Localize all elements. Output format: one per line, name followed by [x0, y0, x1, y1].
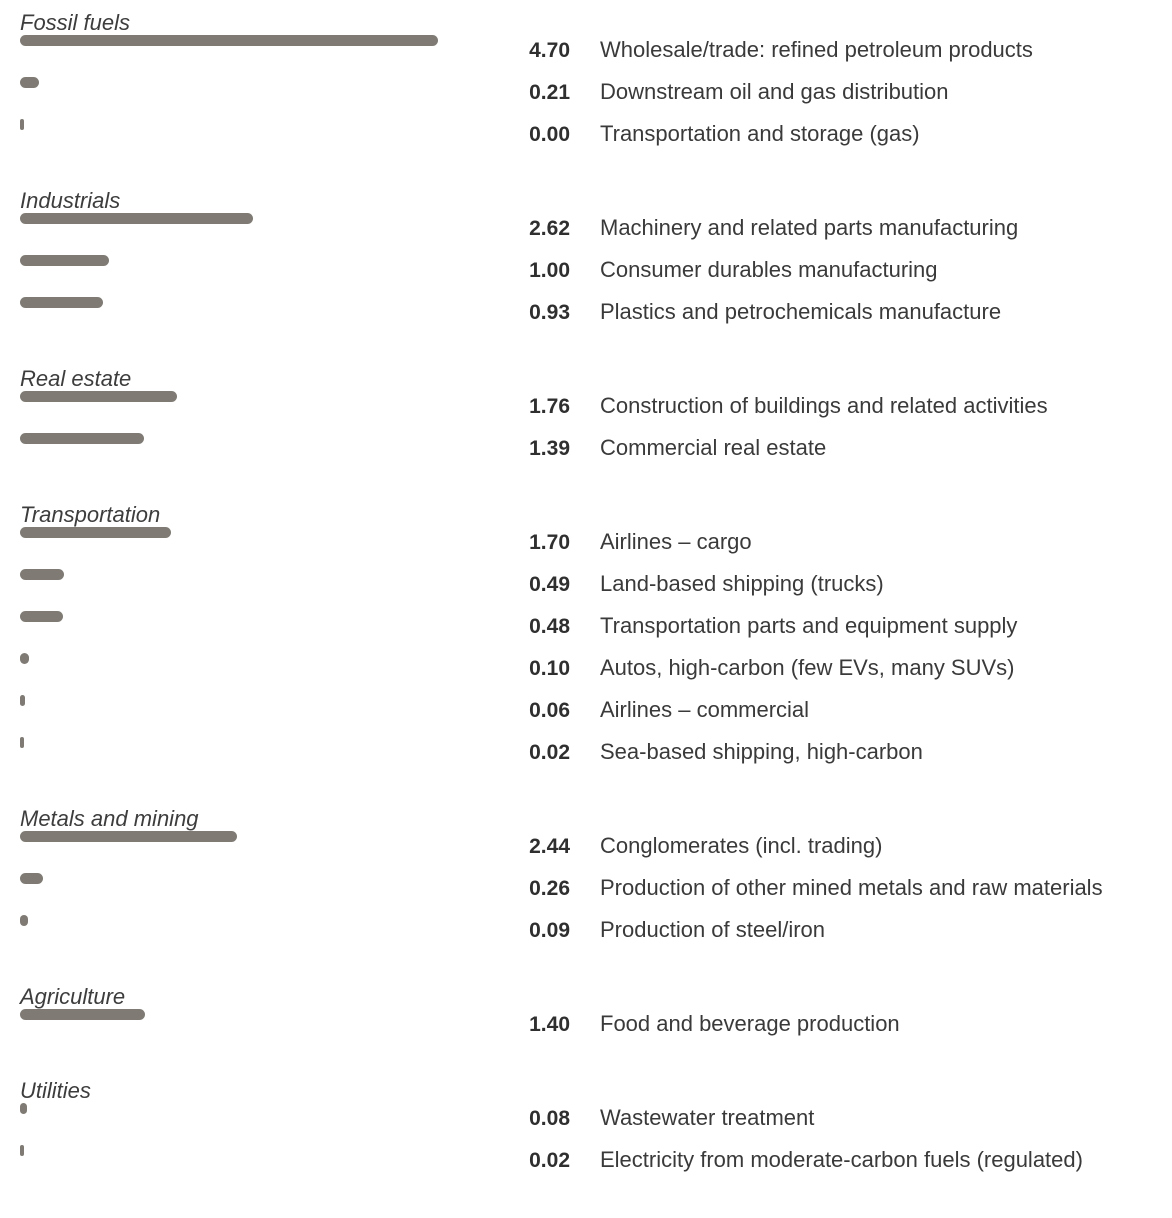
bar [20, 872, 44, 884]
category-label: Downstream oil and gas distribution [600, 79, 949, 104]
value-label: 0.21 [529, 81, 570, 104]
bar [20, 254, 109, 266]
group-label: Industrials [20, 188, 121, 213]
category-label: Sea-based shipping, high-carbon [600, 739, 923, 764]
value-label: 1.40 [529, 1013, 570, 1036]
bar [20, 1102, 28, 1114]
bar [20, 76, 39, 88]
value-label: 1.00 [529, 259, 570, 282]
category-label: Transportation parts and equipment suppl… [600, 613, 1018, 638]
bar [20, 736, 24, 748]
bar [20, 34, 439, 46]
category-label: Airlines – commercial [600, 697, 810, 722]
category-label: Consumer durables manufacturing [600, 257, 938, 282]
bar [20, 526, 172, 538]
value-label: 4.70 [529, 39, 570, 62]
group-label: Agriculture [20, 984, 126, 1009]
category-label: Transportation and storage (gas) [600, 121, 920, 146]
value-label: 1.70 [529, 531, 570, 554]
group-label: Transportation [20, 502, 161, 527]
bar [20, 390, 177, 402]
category-label: Conglomerates (incl. trading) [600, 833, 883, 858]
bar [20, 1008, 145, 1020]
value-label: 0.10 [529, 657, 570, 680]
value-label: 0.09 [529, 919, 570, 942]
value-label: 0.08 [529, 1107, 570, 1130]
category-label: Electricity from moderate-carbon fuels (… [600, 1147, 1083, 1172]
bar [20, 212, 254, 224]
category-label: Machinery and related parts manufacturin… [600, 215, 1019, 240]
value-label: 2.44 [529, 835, 570, 858]
value-label: 0.06 [529, 699, 570, 722]
bar [20, 1144, 24, 1156]
bar [20, 118, 24, 130]
group-label: Real estate [20, 366, 132, 391]
group-label: Utilities [20, 1078, 91, 1103]
bar [20, 296, 103, 308]
category-label: Food and beverage production [600, 1011, 900, 1036]
value-label: 2.62 [529, 217, 570, 240]
bar [20, 610, 63, 622]
category-label: Autos, high-carbon (few EVs, many SUVs) [600, 655, 1015, 680]
bar [20, 914, 28, 926]
bar [20, 830, 238, 842]
group-label: Fossil fuels [20, 10, 131, 35]
value-label: 0.26 [529, 877, 570, 900]
category-label: Plastics and petrochemicals manufacture [600, 299, 1002, 324]
value-label: 0.02 [529, 1149, 570, 1172]
category-label: Construction of buildings and related ac… [600, 393, 1048, 418]
bar [20, 568, 64, 580]
category-label: Land-based shipping (trucks) [600, 571, 884, 596]
category-label: Wholesale/trade: refined petroleum produ… [600, 37, 1033, 62]
value-label: 0.02 [529, 741, 570, 764]
value-label: 0.93 [529, 301, 570, 324]
category-label: Production of steel/iron [600, 917, 826, 942]
category-label: Commercial real estate [600, 435, 827, 460]
value-label: 1.76 [529, 395, 570, 418]
bar [20, 652, 29, 664]
value-label: 0.48 [529, 615, 570, 638]
value-label: 0.00 [529, 123, 570, 146]
bar [20, 694, 26, 706]
category-label: Wastewater treatment [600, 1105, 815, 1130]
category-label: Production of other mined metals and raw… [600, 875, 1103, 900]
group-label: Metals and mining [20, 806, 199, 831]
value-label: 0.49 [529, 573, 570, 596]
bar [20, 432, 144, 444]
category-label: Airlines – cargo [600, 529, 752, 554]
value-label: 1.39 [529, 437, 570, 460]
